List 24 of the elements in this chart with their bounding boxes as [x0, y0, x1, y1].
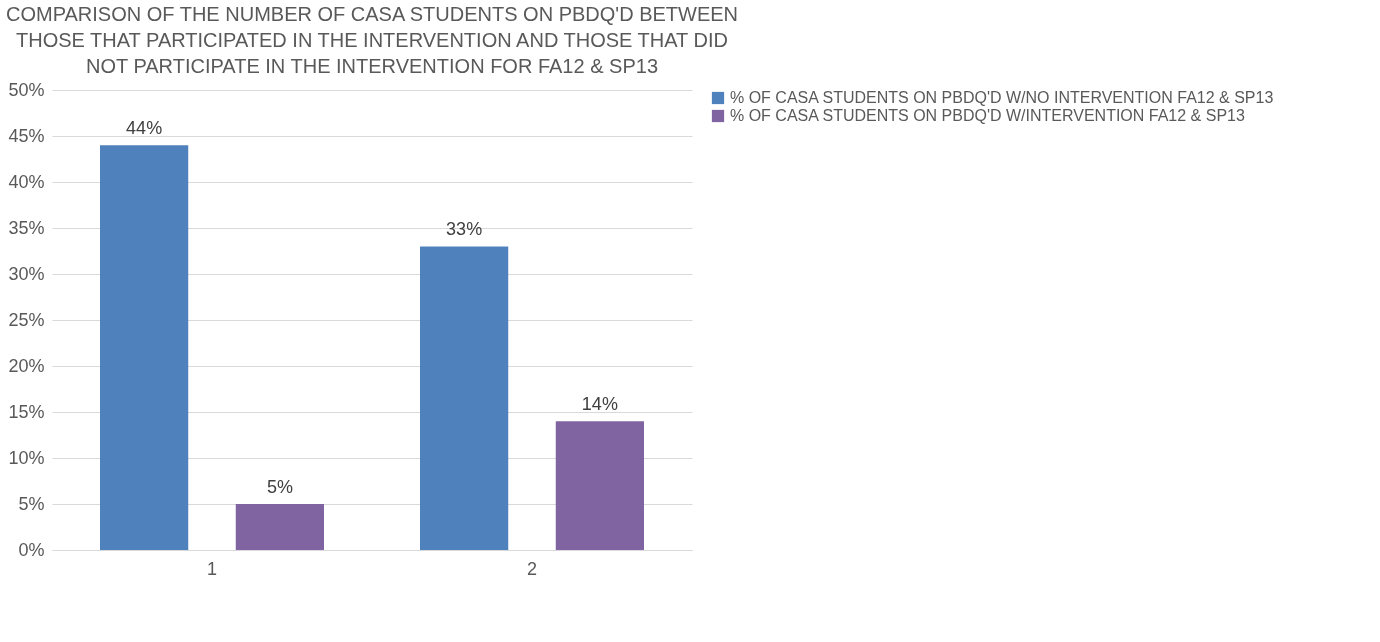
bar [555, 421, 644, 550]
y-tick-label: 40% [8, 171, 45, 192]
y-tick-label: 5% [18, 493, 45, 514]
y-tick-label: 50% [8, 79, 45, 100]
y-tick-label: 20% [8, 355, 45, 376]
y-tick-label: 35% [8, 217, 45, 238]
data-label: 5% [266, 477, 293, 497]
bar [420, 246, 509, 550]
y-tick-label: 0% [18, 539, 45, 560]
legend-label: % OF CASA STUDENTS ON PBDQ'D W/INTERVENTION FA12 & SP13 [730, 107, 1245, 124]
chart-title: COMPARISON OF THE NUMBER OF CASA STUDENTS ON PBDQ'D BETWEEN THOSE THAT PARTICIPATED IN THE INTERVENTION AND THOSE THAT DID NOT PARTICIPATE IN THE INTERVENTION FOR FA12 & SP13 [5, 3, 739, 77]
y-tick-label: 25% [8, 309, 45, 330]
y-tick-label: 10% [8, 447, 45, 468]
x-tick-label: 1 [206, 558, 218, 579]
y-tick-label: 30% [8, 263, 45, 284]
legend-label: % OF CASA STUDENTS ON PBDQ'D W/NO INTERVENTION FA12 & SP13 [730, 89, 1274, 106]
x-tick-label: 2 [526, 558, 538, 579]
bar [100, 145, 189, 550]
data-label: 44% [126, 118, 163, 139]
data-label: 14% [581, 394, 618, 415]
data-label: 33% [446, 219, 483, 240]
y-tick-label: 15% [8, 401, 45, 422]
bar [235, 504, 324, 550]
y-tick-label: 45% [8, 125, 45, 146]
